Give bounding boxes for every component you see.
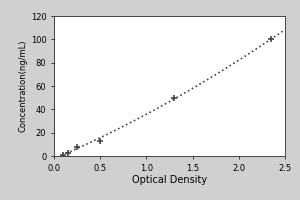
Y-axis label: Concentration(ng/mL): Concentration(ng/mL) — [19, 40, 28, 132]
X-axis label: Optical Density: Optical Density — [132, 175, 207, 185]
